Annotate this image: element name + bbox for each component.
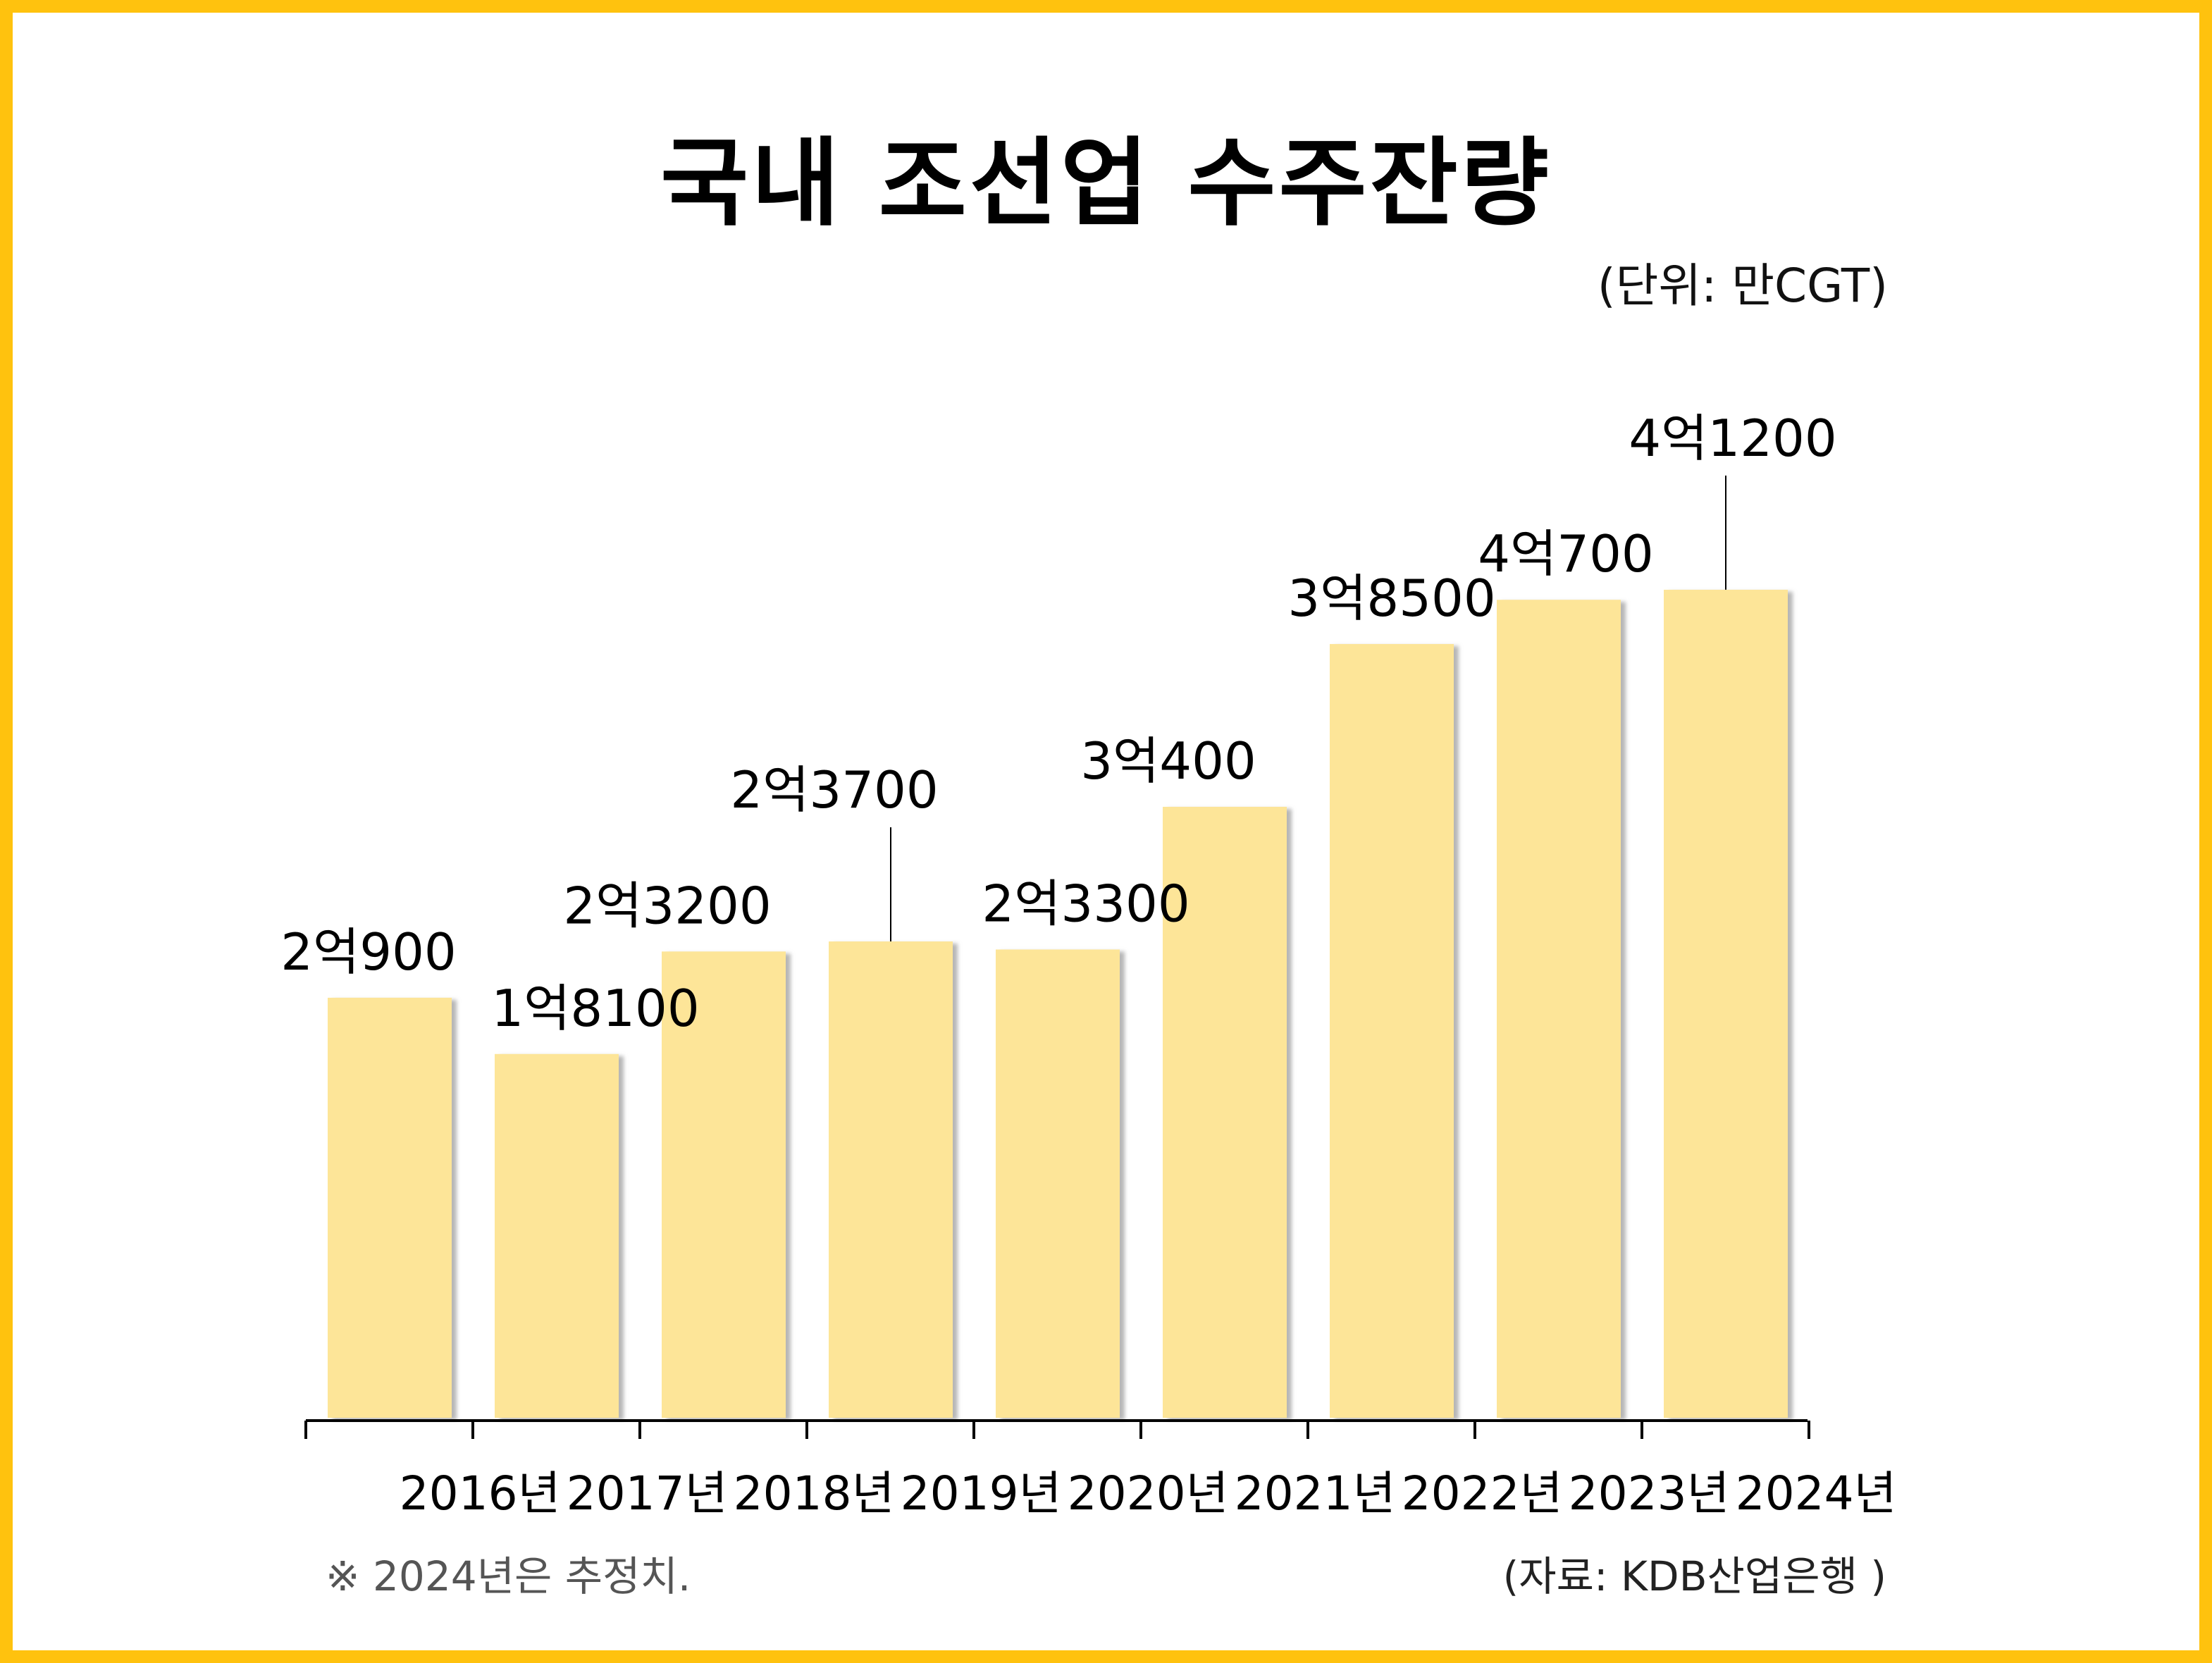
x-tick-label-2017년: 2017년 bbox=[567, 1466, 728, 1521]
x-tick-labels: 2016년 2017년 2018년 2019년 2020년 2021년 2022년 2023년… bbox=[400, 1466, 1897, 1521]
footnote: ※ 2024년은 추정치. bbox=[326, 1552, 691, 1600]
x-tick-label-2023년: 2023년 bbox=[1569, 1466, 1730, 1521]
data-label-2016년: 2억900 bbox=[280, 922, 456, 982]
x-tick-label-2018년: 2018년 bbox=[734, 1466, 895, 1521]
chart-title: 국내 조선업 수주잔량 bbox=[660, 128, 1552, 240]
x-tick-label-2022년: 2022년 bbox=[1402, 1466, 1563, 1521]
leader-lines bbox=[890, 475, 1726, 942]
data-label-2020년: 2억3300 bbox=[982, 874, 1190, 933]
bar-2022년 bbox=[1330, 643, 1454, 1418]
data-label-2022년: 3억8500 bbox=[1287, 569, 1495, 628]
data-label-2018년: 2억3200 bbox=[563, 876, 771, 935]
bar-2017년 bbox=[495, 1053, 619, 1418]
data-label-2021년: 3억400 bbox=[1080, 731, 1256, 791]
data-label-2017년: 1억8100 bbox=[491, 979, 699, 1038]
x-tick-label-2019년: 2019년 bbox=[901, 1466, 1062, 1521]
bar-2020년 bbox=[996, 949, 1120, 1418]
bar-2016년 bbox=[328, 997, 452, 1418]
data-label-2019년: 2억3700 bbox=[730, 760, 938, 820]
data-label-2024년: 4억1200 bbox=[1629, 409, 1836, 468]
x-tick-label-2021년: 2021년 bbox=[1235, 1466, 1396, 1521]
x-tick-label-2024년: 2024년 bbox=[1736, 1466, 1897, 1521]
x-tick-label-2016년: 2016년 bbox=[400, 1466, 561, 1521]
bar-2024년 bbox=[1664, 589, 1788, 1418]
unit-label: (단위: 만CGT) bbox=[1597, 259, 1888, 313]
source-note: (자료: KDB산업은행 ) bbox=[1502, 1552, 1886, 1600]
x-tick-label-2020년: 2020년 bbox=[1068, 1466, 1229, 1521]
bars bbox=[328, 589, 1788, 1418]
bar-2019년 bbox=[829, 941, 953, 1418]
x-axis bbox=[304, 1419, 1810, 1439]
bar-2023년 bbox=[1497, 600, 1621, 1418]
data-label-2023년: 4억700 bbox=[1478, 524, 1653, 583]
bar-2018년 bbox=[662, 951, 786, 1418]
data-labels: 2억900 1억8100 2억3200 2억3700 2억3300 3억400 3억8500… bbox=[280, 409, 1836, 1038]
bar-2021년 bbox=[1163, 806, 1287, 1418]
